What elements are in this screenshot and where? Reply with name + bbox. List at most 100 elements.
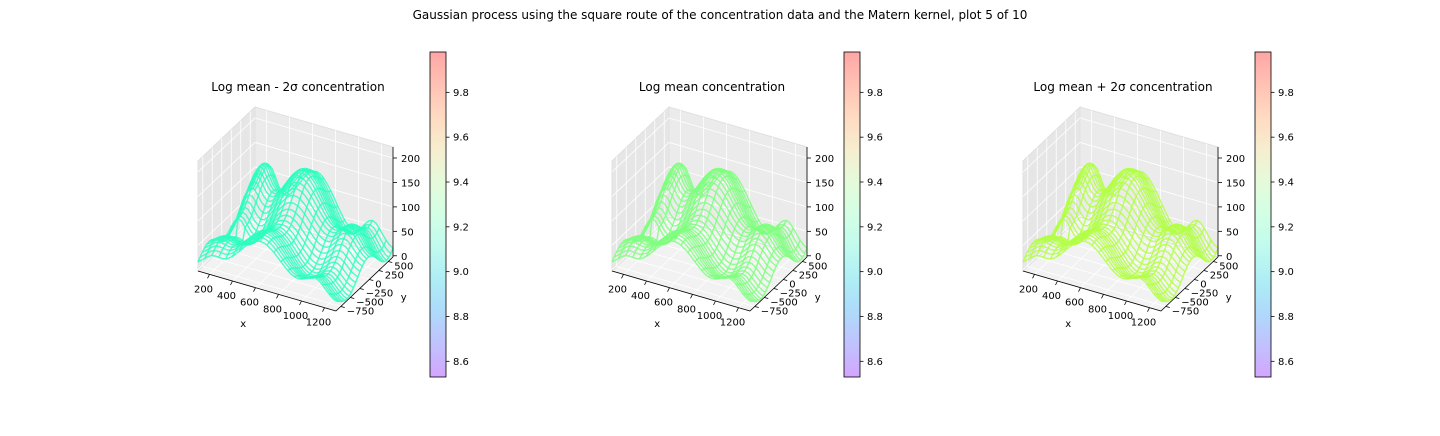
grid-line [197, 166, 256, 222]
y-tick [792, 270, 797, 272]
chart-svg: Log mean + 2σ concentration2004006008001… [1019, 51, 1294, 378]
grid-line [668, 142, 808, 183]
z-axis: 0 50 100 150 200 [392, 147, 420, 263]
chart-svg: Log mean concentration200400600800100012… [608, 51, 883, 378]
x-tick-label: 1200 [1131, 318, 1156, 329]
y-tick-label: 500 [808, 262, 827, 273]
surface-wireframe [611, 162, 808, 303]
y-tick-label: 0 [375, 280, 381, 291]
y-tick [764, 297, 769, 299]
y-tick [378, 270, 383, 272]
subplot-upper-bound: Log mean + 2σ concentration 200 400 600 800 1… [825, 0, 1305, 432]
surface-col-line [245, 173, 304, 246]
surface-col-line [632, 174, 691, 258]
colorbar-tick-label: 9.0 [1278, 267, 1294, 278]
surface-col-line [1070, 173, 1129, 246]
surface-col-line [1126, 228, 1185, 280]
colorbar-tick-label: 9.6 [1278, 133, 1294, 144]
surface-col-line [218, 174, 277, 258]
surface-col-line [722, 223, 780, 279]
x-axis-line [197, 270, 337, 312]
surface-col-line [308, 223, 366, 279]
surface-wireframe [1022, 162, 1219, 303]
colorbar-tick-label: 9.6 [867, 133, 883, 144]
x-axis-line [611, 270, 751, 312]
z-tick-label: 150 [401, 178, 420, 189]
y-tick-label: −250 [366, 289, 393, 300]
colorbar-bar [843, 51, 861, 378]
surface-col-line [322, 227, 380, 286]
surface-col-line [659, 173, 718, 246]
y-tick [350, 297, 355, 299]
y-tick-label: 500 [394, 262, 413, 273]
y-tick [388, 261, 393, 263]
surface-col-line [315, 220, 373, 279]
grid-line [611, 117, 670, 173]
surface-col-line [1112, 216, 1171, 272]
x-tick [1101, 294, 1104, 299]
colorbar-tick-label: 8.6 [867, 357, 883, 368]
surface-wireframe [197, 162, 394, 303]
surface-col-line [1043, 174, 1102, 258]
colorbar: 8.6 8.8 9.0 9.2 9.4 9.6 9.8 [1254, 51, 1294, 378]
chart-title: Log mean - 2σ concentration [211, 80, 384, 94]
surface-col-line [645, 189, 704, 257]
y-tick-label: −250 [1191, 289, 1218, 300]
x-tick [1055, 280, 1058, 286]
y-tick-label: 0 [1200, 280, 1206, 291]
y-axis-line [1160, 256, 1219, 312]
surface-col-line [1036, 162, 1095, 256]
y-tick [369, 279, 374, 281]
colorbar-tick-label: 8.6 [453, 357, 469, 368]
x-tick [276, 294, 279, 299]
colorbar-bar [1254, 51, 1272, 378]
surface-col-line [687, 187, 746, 254]
x-tick [253, 287, 256, 292]
x-tick-label: 400 [1042, 291, 1061, 302]
x-tick [1124, 300, 1127, 306]
x-tick-label: 1200 [306, 318, 331, 329]
x-axis-label: x [654, 319, 660, 330]
subplot-lower-bound: Log mean - 2σ concentration 200 400 600 800 1… [0, 0, 480, 432]
y-tick-label: 250 [385, 271, 404, 282]
grid-line [197, 142, 256, 197]
x-tick-label: 600 [654, 298, 673, 309]
y-tick [773, 288, 778, 290]
surface-col-line [1077, 168, 1136, 243]
grid-line [1079, 142, 1219, 183]
colorbar-bar [429, 51, 447, 378]
x-tick-label: 200 [608, 284, 627, 295]
y-axis-line [335, 256, 394, 312]
surface-col-line [231, 189, 290, 257]
y-tick [783, 279, 788, 281]
grid-line [1022, 142, 1081, 197]
y-tick-label: 500 [1219, 262, 1238, 273]
x-tick-label: 1000 [1108, 311, 1133, 322]
z-tick-label: 50 [401, 227, 414, 238]
z-tick-label: 100 [1226, 203, 1245, 214]
colorbar-tick-label: 8.6 [1278, 357, 1294, 368]
y-tick [340, 306, 345, 308]
colorbar-tick-label: 9.4 [453, 178, 469, 189]
y-tick [1184, 288, 1189, 290]
surface-col-line [335, 247, 394, 303]
x-tick [322, 307, 325, 312]
grid-line [668, 117, 808, 159]
y-tick [1213, 261, 1218, 263]
z-axis: 0 50 100 150 200 [1217, 147, 1245, 263]
grid-line [1027, 266, 1166, 307]
x-tick-label: 1000 [283, 311, 308, 322]
x-tick-label: 800 [1088, 304, 1107, 315]
y-axis-line [749, 256, 808, 312]
x-tick [690, 294, 693, 299]
surface-col-line [618, 172, 677, 259]
grid-line [301, 246, 359, 302]
y-tick-label: −500 [770, 298, 797, 309]
subplot-mean: Log mean concentration 200 400 600 800 1000 12… [414, 0, 894, 432]
axes-panes [1022, 105, 1219, 312]
y-tick [1165, 306, 1170, 308]
x-tick [644, 280, 647, 286]
chart-title: Log mean + 2σ concentration [1033, 80, 1212, 94]
z-tick-label: 150 [815, 178, 834, 189]
